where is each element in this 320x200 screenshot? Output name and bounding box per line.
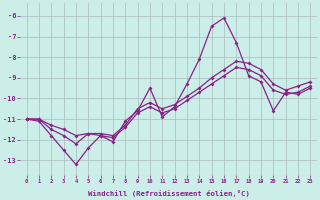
X-axis label: Windchill (Refroidissement éolien,°C): Windchill (Refroidissement éolien,°C) [88, 190, 249, 197]
